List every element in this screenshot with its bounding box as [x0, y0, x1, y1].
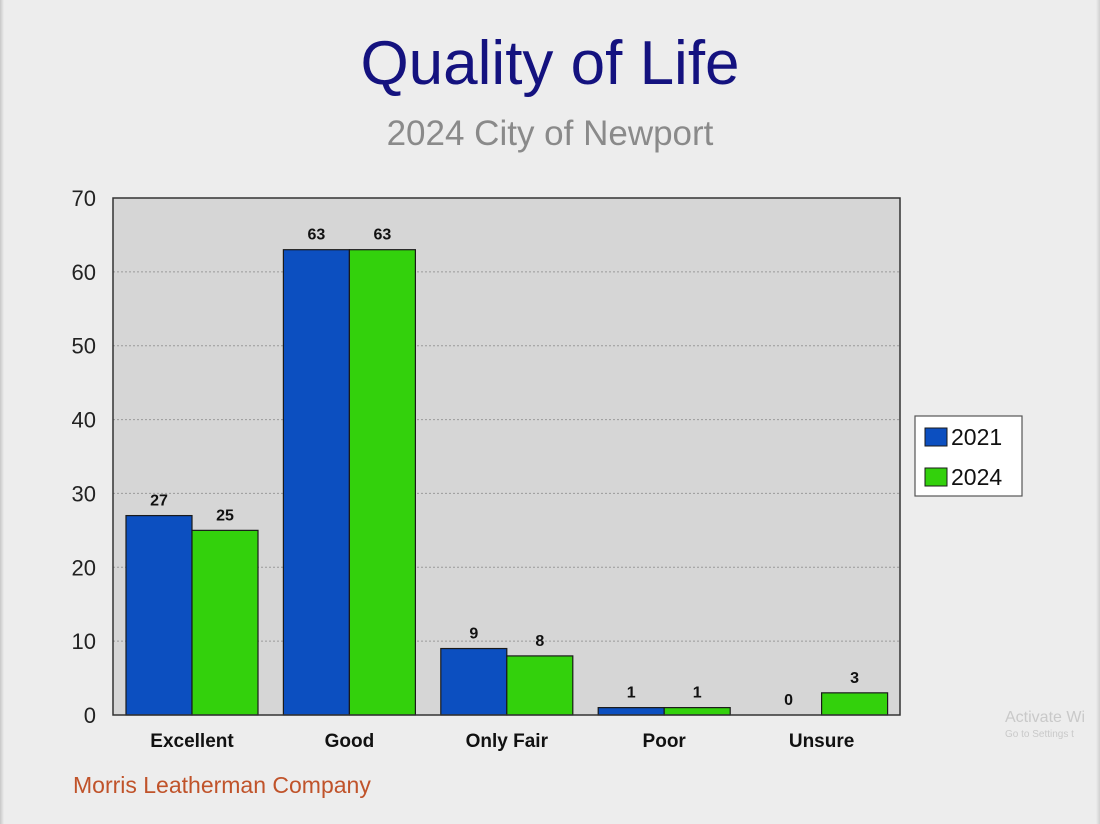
bar-2021-only-fair: [440, 647, 508, 716]
bar-2024-excellent: [191, 529, 259, 716]
data-label: 0: [784, 692, 793, 709]
bar-2024-unsure: [820, 692, 889, 716]
right-edge-shadow: [1096, 0, 1100, 824]
data-label: 63: [374, 227, 392, 244]
y-tick-label: 30: [72, 481, 96, 506]
data-label: 27: [150, 493, 168, 510]
data-label: 63: [308, 227, 326, 244]
data-label: 8: [535, 633, 544, 650]
bar-2021-poor: [597, 707, 665, 716]
left-edge-shadow: [0, 0, 4, 824]
bar-2021-excellent: [125, 514, 193, 716]
y-tick-label: 0: [84, 703, 96, 728]
y-tick-label: 70: [72, 186, 96, 211]
chart-subtitle: 2024 City of Newport: [386, 114, 714, 153]
x-category-label: Poor: [643, 731, 687, 752]
watermark-line-2: Go to Settings t: [1005, 729, 1074, 740]
plot-border: [112, 197, 901, 716]
data-label: 1: [627, 685, 636, 702]
x-category-label: Excellent: [150, 731, 234, 752]
bar-2024-only-fair: [506, 655, 574, 716]
y-tick-label: 50: [72, 334, 96, 359]
watermark-line-1: Activate Wi: [1005, 709, 1086, 726]
y-tick-label: 40: [72, 408, 96, 433]
bar-2024-poor: [663, 707, 731, 716]
activation-watermark: Activate Wi Go to Settings t: [1005, 708, 1100, 742]
data-label: 1: [693, 685, 702, 702]
data-label: 25: [216, 507, 234, 524]
y-tick-label: 60: [72, 260, 96, 285]
y-tick-label: 10: [72, 629, 96, 654]
x-category-label: Only Fair: [466, 731, 549, 752]
company-credit: Morris Leatherman Company: [73, 772, 371, 798]
x-category-label: Good: [325, 731, 375, 752]
legend-label-2024: 2024: [951, 464, 1002, 490]
data-label: 9: [469, 626, 478, 643]
chart-title: Quality of Life: [360, 29, 740, 98]
data-label: 3: [850, 670, 859, 687]
legend-swatch-2021: [924, 427, 948, 447]
bar-2024-good: [348, 249, 416, 716]
legend-swatch-2024: [924, 467, 948, 487]
legend-label-2021: 2021: [951, 424, 1002, 450]
x-category-label: Unsure: [789, 731, 854, 752]
bar-2021-good: [282, 249, 350, 716]
y-tick-label: 20: [72, 555, 96, 580]
